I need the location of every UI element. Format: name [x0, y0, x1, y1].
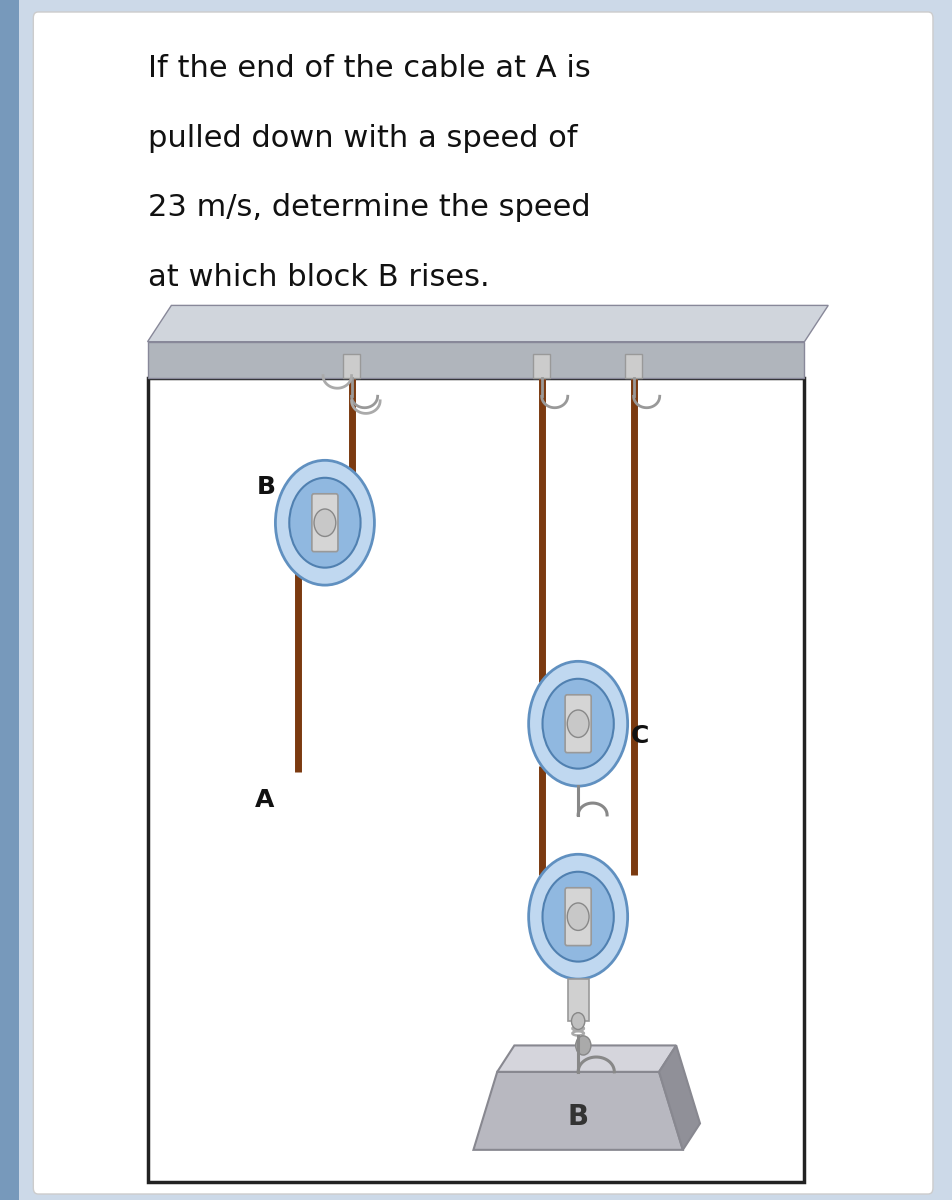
- Text: A: A: [255, 788, 274, 812]
- Circle shape: [567, 902, 589, 930]
- Polygon shape: [497, 1045, 676, 1072]
- Text: at which block B rises.: at which block B rises.: [148, 263, 489, 292]
- Polygon shape: [473, 1072, 683, 1150]
- Text: 23 m/s, determine the speed: 23 m/s, determine the speed: [148, 193, 590, 222]
- FancyBboxPatch shape: [312, 494, 338, 552]
- Bar: [343, 354, 360, 378]
- Circle shape: [576, 1036, 591, 1055]
- Text: B: B: [567, 1103, 588, 1132]
- FancyBboxPatch shape: [33, 12, 933, 1194]
- Polygon shape: [148, 342, 804, 378]
- Circle shape: [528, 854, 627, 979]
- Circle shape: [528, 661, 627, 786]
- Circle shape: [289, 478, 361, 568]
- Bar: [533, 354, 550, 378]
- Text: C: C: [630, 724, 649, 748]
- Polygon shape: [659, 1045, 700, 1150]
- Circle shape: [571, 1013, 585, 1030]
- Text: pulled down with a speed of: pulled down with a speed of: [148, 124, 577, 152]
- Bar: [625, 354, 643, 378]
- Text: B: B: [256, 475, 275, 499]
- FancyBboxPatch shape: [565, 888, 591, 946]
- Circle shape: [314, 509, 336, 536]
- Bar: [0, 0, 19, 1200]
- Circle shape: [543, 871, 614, 961]
- Bar: [567, 979, 588, 1021]
- Polygon shape: [148, 305, 828, 342]
- FancyBboxPatch shape: [565, 695, 591, 752]
- Text: If the end of the cable at A is: If the end of the cable at A is: [148, 54, 590, 83]
- Circle shape: [543, 679, 614, 769]
- Bar: [148, 378, 804, 1182]
- Circle shape: [567, 710, 589, 738]
- Circle shape: [275, 461, 374, 586]
